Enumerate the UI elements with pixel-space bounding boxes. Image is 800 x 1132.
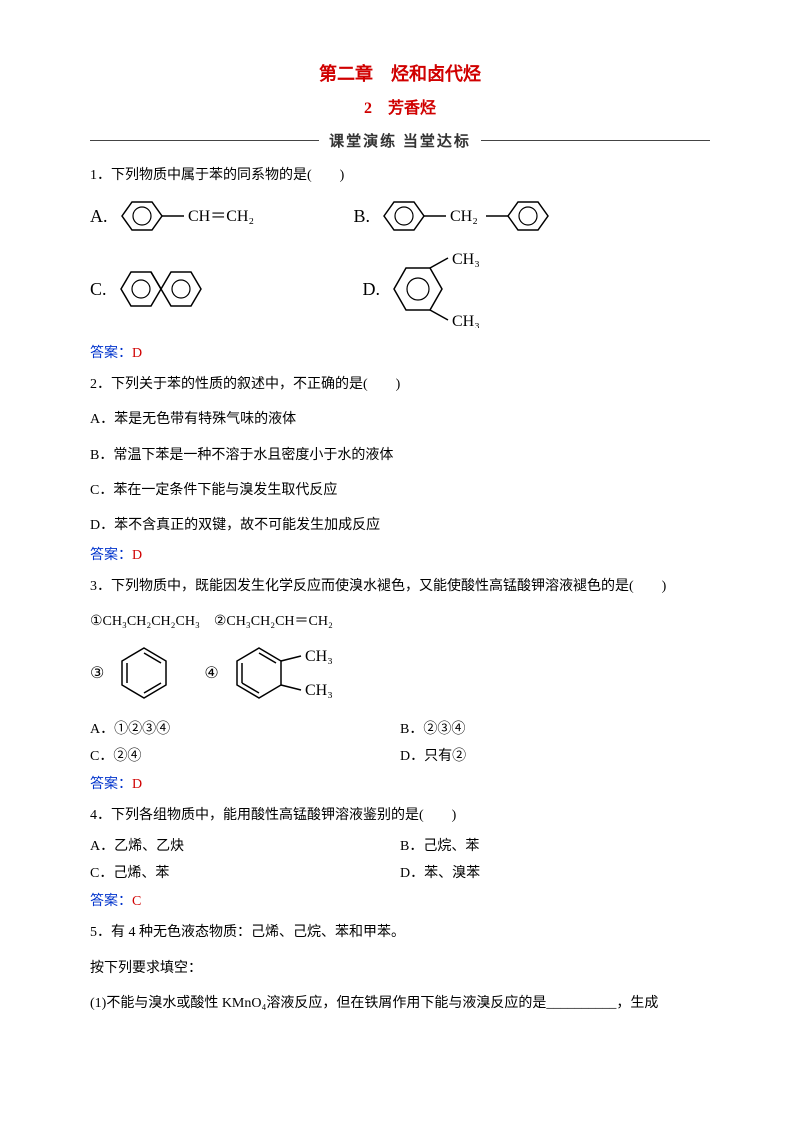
q3-opts1: A．①②③④ B．②③④ xyxy=(90,717,710,742)
svg-text:CH₂: CH₂ xyxy=(450,208,478,225)
xylene-icon: CH₃ CH₃ xyxy=(386,250,546,328)
oxylene-icon: CH₃ CH₃ xyxy=(229,643,379,703)
q4-stem: 4．下列各组物质中，能用酸性高锰酸钾溶液鉴别的是( ) xyxy=(90,803,710,828)
q1-optB: B. CH₂ xyxy=(354,196,597,236)
q1-optD: D. CH₃ CH₃ xyxy=(363,250,547,328)
q1-stem: 1．下列物质中属于苯的同系物的是( ) xyxy=(90,163,710,188)
svg-text:CH＝CH₂: CH＝CH₂ xyxy=(188,208,254,225)
q2-answer: 答案：D xyxy=(90,544,710,564)
q3-stem: 3．下列物质中，既能因发生化学反应而使溴水褪色，又能使酸性高锰酸钾溶液褪色的是(… xyxy=(90,574,710,599)
q1-row1: A. CH＝CH₂ B. CH₂ xyxy=(90,196,710,236)
q1-answer: 答案：D xyxy=(90,342,710,362)
section-banner: 课堂演练 当堂达标 xyxy=(90,130,710,151)
q3-diagrams: ③ ④ CH₃ CH₃ xyxy=(90,643,710,703)
q5-sub: 按下列要求填空： xyxy=(90,956,710,981)
q3-answer: 答案：D xyxy=(90,773,710,793)
q1-row2: C. D. CH₃ CH₃ xyxy=(90,250,710,328)
q5-part1: (1)不能与溴水或酸性 KMnO₄溶液反应，但在铁屑作用下能与液溴反应的是___… xyxy=(90,991,710,1016)
svg-text:CH₃: CH₃ xyxy=(452,313,480,328)
q5-stem: 5．有 4 种无色液态物质：己烯、己烷、苯和甲苯。 xyxy=(90,920,710,945)
chapter-title: 第二章 烃和卤代烃 xyxy=(90,60,710,86)
q3-diag4: ④ CH₃ CH₃ xyxy=(204,643,378,703)
svg-text:CH₃: CH₃ xyxy=(305,648,333,665)
diphenylmethane-icon: CH₂ xyxy=(376,196,596,236)
q3-opts2: C．②④ D．只有② xyxy=(90,744,710,769)
q4-opts1: A．乙烯、乙炔 B．己烷、苯 xyxy=(90,834,710,859)
benzene-icon xyxy=(114,643,174,703)
q3-diag3: ③ xyxy=(90,643,174,703)
q1-optA: A. CH＝CH₂ xyxy=(90,196,314,236)
styrene-icon: CH＝CH₂ xyxy=(114,196,314,236)
q4-answer: 答案：C xyxy=(90,890,710,910)
q3-items: ①CH₃CH₂CH₂CH₃ ②CH₃CH₂CH＝CH₂ xyxy=(90,609,710,634)
q2-C: C．苯在一定条件下能与溴发生取代反应 xyxy=(90,478,710,503)
svg-text:CH₃: CH₃ xyxy=(452,251,480,268)
q1-optC: C. xyxy=(90,264,223,314)
naphthalene-icon xyxy=(113,264,223,314)
q2-A: A．苯是无色带有特殊气味的液体 xyxy=(90,407,710,432)
q2-stem: 2．下列关于苯的性质的叙述中，不正确的是( ) xyxy=(90,372,710,397)
q2-D: D．苯不含真正的双键，故不可能发生加成反应 xyxy=(90,513,710,538)
section-title: 2 芳香烃 xyxy=(90,94,710,118)
svg-text:CH₃: CH₃ xyxy=(305,682,333,699)
q4-opts2: C．己烯、苯 D．苯、溴苯 xyxy=(90,861,710,886)
q2-B: B．常温下苯是一种不溶于水且密度小于水的液体 xyxy=(90,443,710,468)
